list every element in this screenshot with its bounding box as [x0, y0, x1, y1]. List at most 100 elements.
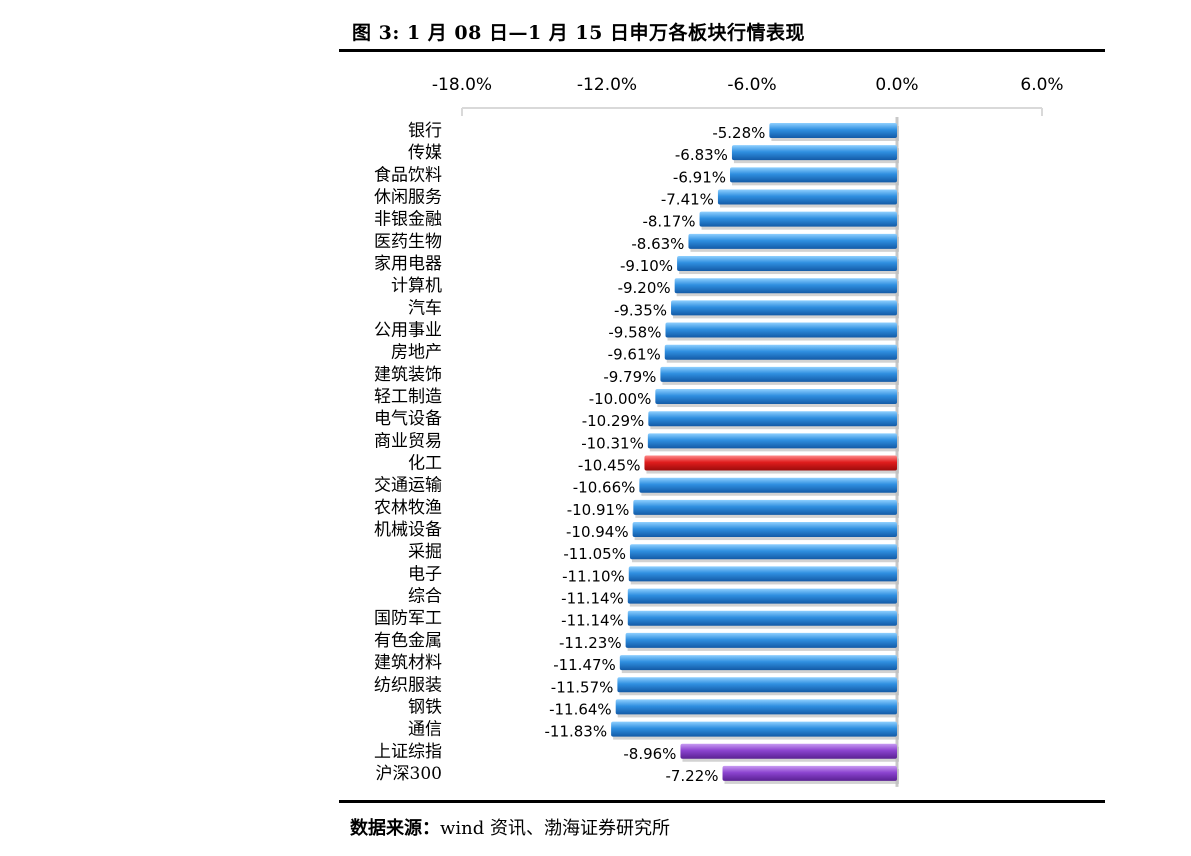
value-label: -9.10% [620, 257, 673, 275]
category-label: 钢铁 [408, 697, 442, 717]
category-label: 非银金融 [374, 210, 442, 230]
bar [731, 145, 897, 161]
category-label: 交通运输 [374, 476, 442, 496]
value-label: -10.29% [582, 412, 645, 430]
bar [627, 610, 897, 626]
value-label: -11.23% [559, 634, 622, 652]
value-label: -9.61% [608, 346, 661, 364]
category-label: 传媒 [408, 143, 442, 163]
value-label: -6.91% [673, 168, 726, 186]
value-label: -9.35% [614, 301, 667, 319]
category-label: 休闲服务 [374, 188, 442, 208]
category-label: 食品饮料 [374, 165, 442, 185]
value-label: -10.66% [573, 479, 636, 497]
bar [628, 566, 897, 582]
category-label: 农林牧渔 [374, 498, 442, 518]
bar [674, 278, 897, 294]
source-prefix: 数据来源： [350, 818, 440, 839]
x-tick-label: -6.0% [727, 75, 776, 95]
category-label: 沪深300 [376, 764, 442, 784]
category-label: 综合 [408, 587, 442, 607]
category-label: 采掘 [408, 542, 442, 562]
value-label: -10.00% [589, 390, 652, 408]
category-label: 有色金属 [374, 631, 442, 651]
bar [615, 699, 897, 715]
source-text: wind 资讯、渤海证券研究所 [440, 818, 670, 839]
category-label: 房地产 [391, 343, 442, 363]
bar [611, 721, 897, 737]
value-label: -10.45% [578, 457, 641, 475]
value-label: -7.22% [665, 767, 718, 785]
category-label: 建筑装饰 [374, 365, 442, 385]
bar [655, 389, 897, 405]
bar [699, 211, 897, 227]
bar [648, 411, 897, 427]
value-label: -7.41% [661, 191, 714, 209]
value-label: -11.83% [544, 723, 607, 741]
value-label: -11.05% [563, 545, 626, 563]
category-label: 银行 [408, 121, 442, 141]
value-label: -10.31% [581, 434, 644, 452]
bar [629, 544, 897, 560]
bar [665, 322, 897, 338]
value-label: -11.14% [561, 590, 624, 608]
x-tick-label: -12.0% [577, 75, 637, 95]
bar [660, 366, 897, 382]
value-label: -10.91% [567, 501, 630, 519]
value-label: -8.17% [642, 213, 695, 231]
category-label: 上证综指 [374, 742, 442, 762]
category-label: 家用电器 [374, 254, 442, 274]
category-label: 医药生物 [374, 232, 442, 252]
bar [619, 655, 897, 671]
x-tick-label: 0.0% [875, 75, 918, 95]
bar [769, 123, 897, 138]
source-note: 数据来源：wind 资讯、渤海证券研究所 [350, 814, 670, 840]
value-label: -8.96% [623, 745, 676, 763]
value-label: -11.10% [562, 567, 625, 585]
category-label: 建筑材料 [374, 653, 442, 673]
value-label: -9.58% [608, 324, 661, 342]
category-label: 公用事业 [374, 321, 442, 341]
value-label: -9.79% [603, 368, 656, 386]
category-label: 电气设备 [374, 409, 442, 429]
bottom-rule [339, 800, 1105, 803]
value-label: -11.57% [551, 678, 614, 696]
bar [627, 588, 897, 604]
value-label: -8.63% [631, 235, 684, 253]
bar [664, 344, 897, 360]
category-label: 商业贸易 [374, 431, 442, 451]
chart-title: 图 3: 1 月 08 日—1 月 15 日申万各板块行情表现 [352, 22, 805, 44]
category-label: 国防军工 [374, 609, 442, 629]
value-label: -11.64% [549, 700, 612, 718]
category-label: 电子 [408, 564, 442, 584]
category-label: 计算机 [391, 276, 442, 296]
value-label: -9.20% [618, 279, 671, 297]
bar [730, 167, 897, 183]
bar [644, 455, 897, 471]
bar [625, 632, 897, 648]
category-label: 通信 [408, 720, 442, 740]
bar [617, 677, 897, 693]
value-label: -10.94% [566, 523, 629, 541]
category-label: 化工 [408, 454, 442, 474]
top-rule [339, 49, 1105, 52]
bar [677, 256, 897, 272]
value-label: -11.47% [553, 656, 616, 674]
category-label: 纺织服装 [374, 675, 442, 695]
category-label: 汽车 [408, 298, 442, 318]
bar [688, 233, 897, 249]
value-label: -5.28% [712, 124, 765, 142]
bar [647, 433, 897, 449]
bar [671, 300, 897, 316]
x-tick-label: 6.0% [1020, 75, 1063, 95]
value-label: -11.14% [561, 612, 624, 630]
category-label: 机械设备 [374, 520, 442, 540]
bar [722, 765, 897, 781]
category-label: 轻工制造 [374, 387, 442, 407]
bar [717, 189, 897, 205]
x-tick-label: -18.0% [432, 75, 492, 95]
bar [639, 477, 897, 493]
bar [680, 743, 897, 759]
value-label: -6.83% [675, 146, 728, 164]
